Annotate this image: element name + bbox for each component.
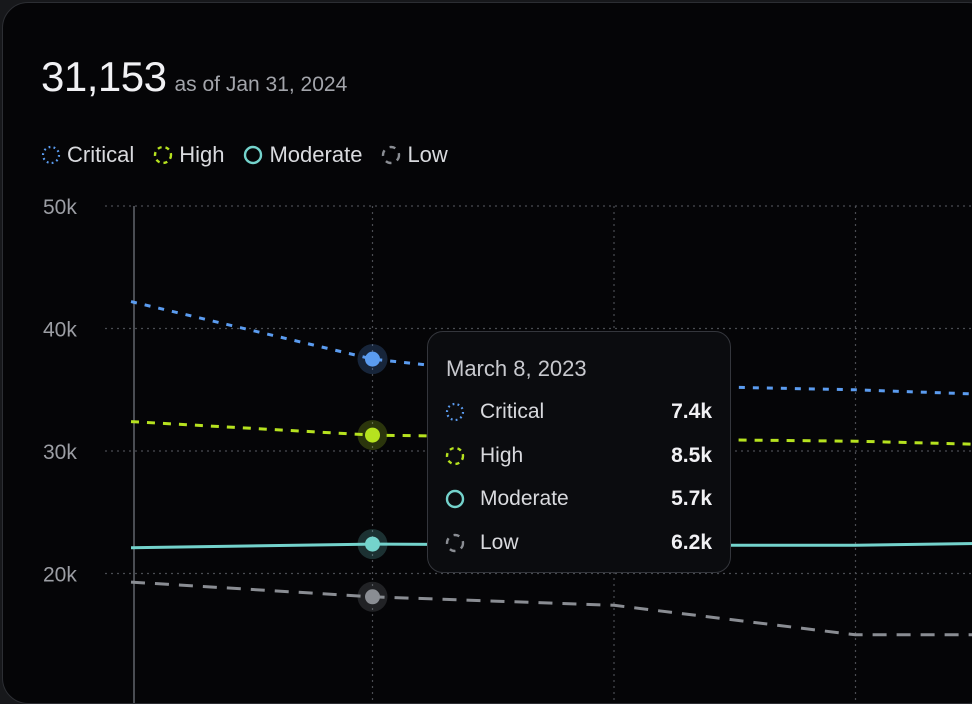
y-tick-label: 30k bbox=[43, 441, 77, 464]
tooltip-date: March 8, 2023 bbox=[446, 356, 587, 381]
tooltip-value-high: 8.5k bbox=[671, 444, 712, 467]
y-tick-label: 50k bbox=[43, 196, 77, 219]
solid-circle-icon bbox=[445, 489, 465, 509]
dotted-circle-icon bbox=[41, 145, 61, 165]
total-count: 31,153 bbox=[41, 53, 167, 100]
tooltip-label-critical: Critical bbox=[480, 400, 545, 423]
tooltip-row-critical: Critical 7.4k bbox=[444, 397, 712, 427]
tooltip-row-high: High 8.5k bbox=[444, 441, 712, 471]
series-line-moderate bbox=[130, 542, 972, 550]
tooltip-value-low: 6.2k bbox=[671, 531, 712, 554]
dashed-circle-icon bbox=[445, 446, 465, 466]
data-point-moderate bbox=[365, 536, 380, 552]
series-line-low bbox=[130, 580, 972, 637]
tooltip-value-moderate: 5.7k bbox=[671, 487, 712, 510]
legend-label-critical: Critical bbox=[67, 142, 135, 167]
as-of-date: as of Jan 31, 2024 bbox=[174, 73, 348, 96]
chart-tooltip: March 8, 2023 Critical 7.4k High 8.5k Mo… bbox=[427, 331, 731, 573]
data-point-high bbox=[365, 427, 380, 443]
legend-item-critical[interactable]: Critical bbox=[40, 142, 134, 168]
tooltip-label-high: High bbox=[480, 444, 524, 467]
tooltip-row-low: Low 6.2k bbox=[444, 528, 712, 558]
dotted-circle-icon bbox=[445, 402, 465, 422]
long-dashed-circle-icon bbox=[445, 533, 465, 553]
tooltip-label-moderate: Moderate bbox=[480, 487, 569, 510]
tooltip-label-low: Low bbox=[480, 531, 519, 554]
y-tick-label: 20k bbox=[43, 564, 77, 587]
y-tick-label: 40k bbox=[43, 319, 77, 342]
tooltip-value-critical: 7.4k bbox=[671, 400, 712, 423]
data-point-critical bbox=[365, 351, 380, 367]
tooltip-row-moderate: Moderate 5.7k bbox=[444, 484, 712, 514]
legend-item-low[interactable]: Low bbox=[380, 142, 448, 168]
legend-label-high: High bbox=[179, 142, 225, 167]
dashed-circle-icon bbox=[154, 145, 173, 165]
legend-label-moderate: Moderate bbox=[269, 142, 363, 167]
legend-item-moderate[interactable]: Moderate bbox=[242, 142, 362, 168]
solid-circle-icon bbox=[244, 145, 263, 165]
summary-header: 31,153 as of Jan 31, 2024 bbox=[41, 53, 347, 101]
legend-item-high[interactable]: High bbox=[152, 142, 224, 168]
data-point-low bbox=[365, 589, 380, 605]
legend: Critical High Moderate Low bbox=[40, 142, 466, 168]
long-dashed-circle-icon bbox=[382, 145, 401, 165]
legend-label-low: Low bbox=[407, 142, 448, 167]
